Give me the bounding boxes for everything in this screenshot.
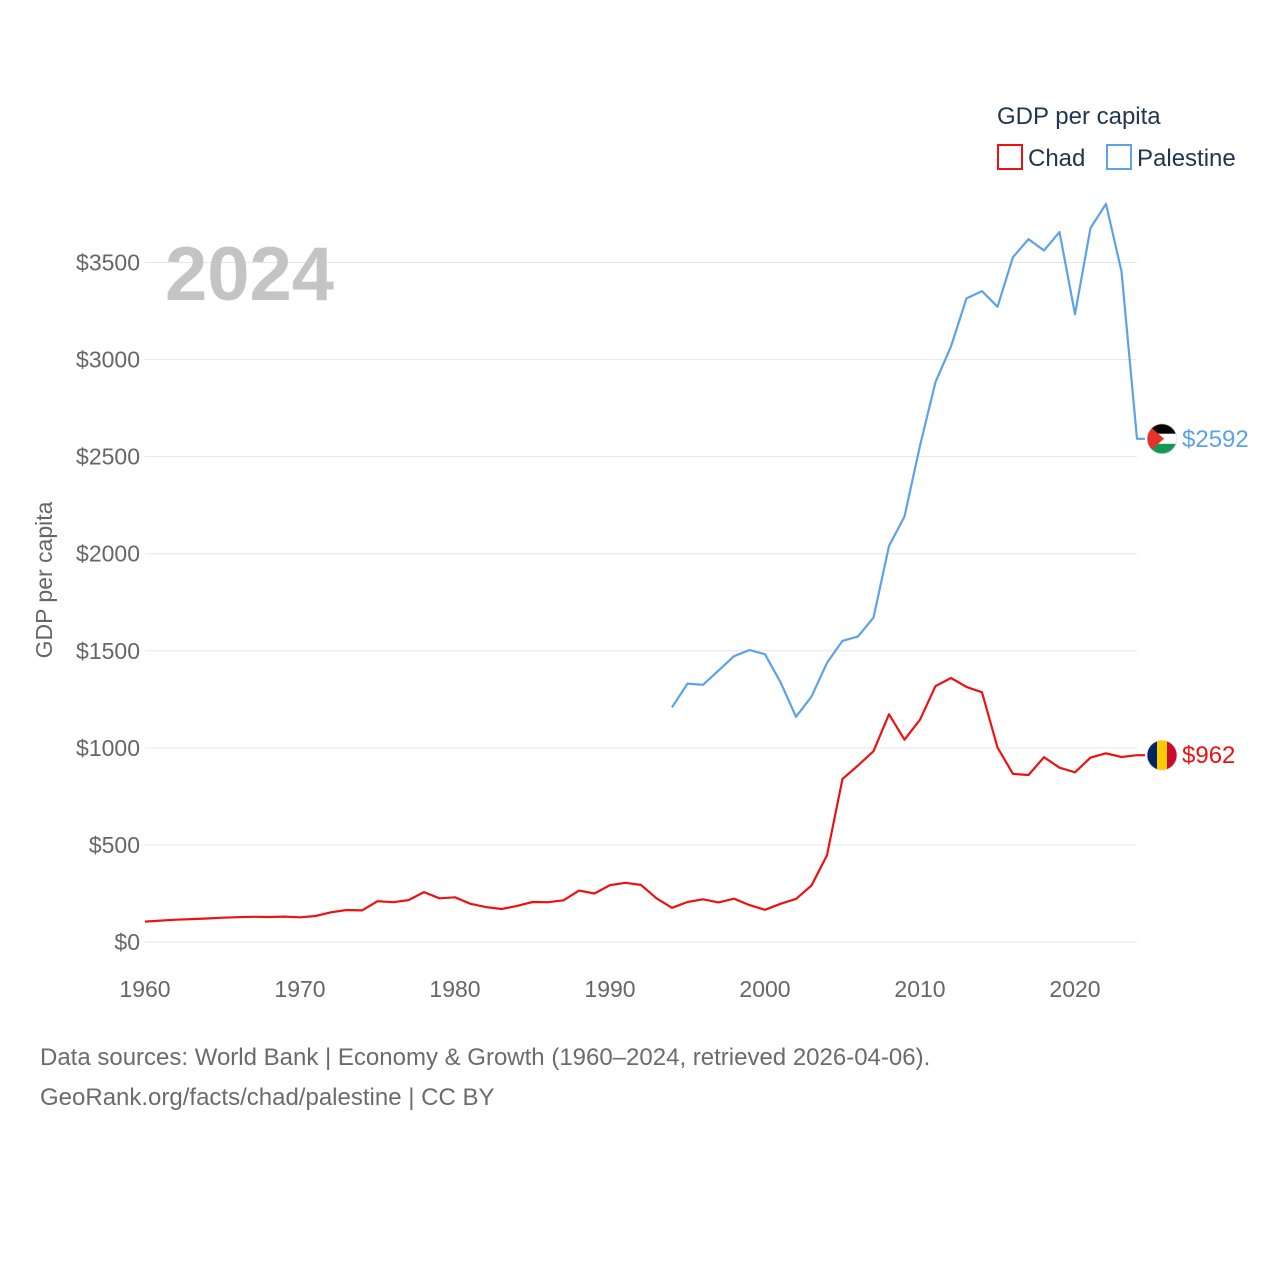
y-tick-label: $0 — [114, 929, 140, 955]
x-tick-label: 1980 — [429, 976, 480, 1002]
x-tick-label: 1990 — [584, 976, 635, 1002]
x-tick-label: 2000 — [739, 976, 790, 1002]
footer-attribution[interactable]: GeoRank.org/facts/chad/palestine | CC BY — [40, 1084, 495, 1111]
end-label-chad: $962 — [1182, 742, 1235, 769]
x-tick-label: 1970 — [274, 976, 325, 1002]
y-tick-label: $2000 — [76, 541, 140, 567]
y-tick-label: $3500 — [76, 250, 140, 276]
gridlines — [145, 262, 1137, 943]
series-line-chad[interactable] — [144, 676, 1145, 923]
footer-sources: Data sources: World Bank | Economy & Gro… — [40, 1044, 931, 1071]
series-lines — [144, 202, 1145, 923]
end-label-palestine: $2592 — [1182, 426, 1249, 453]
y-tick-label: $1000 — [76, 735, 140, 761]
legend-label-chad[interactable]: Chad — [1028, 145, 1085, 172]
x-axis-ticks: 1960 1970 1980 1990 2000 2010 2020 — [119, 976, 1100, 1002]
y-tick-label: $3000 — [76, 347, 140, 373]
legend: GDP per capita Chad Palestine — [997, 103, 1236, 172]
y-tick-label: $1500 — [76, 638, 140, 664]
chad-flag-icon — [1146, 739, 1178, 771]
end-labels: $962 $2592 — [1146, 423, 1249, 771]
y-tick-label: $2500 — [76, 444, 140, 470]
legend-title: GDP per capita — [997, 103, 1161, 130]
x-tick-label: 1960 — [119, 976, 170, 1002]
y-tick-label: $500 — [89, 832, 140, 858]
year-watermark: 2024 — [165, 232, 334, 317]
y-axis-label: GDP per capita — [31, 501, 57, 658]
palestine-flag-icon — [1146, 423, 1178, 455]
series-line-palestine[interactable] — [671, 202, 1145, 718]
legend-swatch-chad[interactable] — [997, 144, 1023, 170]
legend-label-palestine[interactable]: Palestine — [1137, 145, 1236, 172]
x-tick-label: 2010 — [894, 976, 945, 1002]
y-axis-ticks: $0 $500 $1000 $1500 $2000 $2500 $3000 $3500 — [76, 250, 140, 955]
legend-swatch-palestine[interactable] — [1106, 144, 1132, 170]
x-tick-label: 2020 — [1049, 976, 1100, 1002]
